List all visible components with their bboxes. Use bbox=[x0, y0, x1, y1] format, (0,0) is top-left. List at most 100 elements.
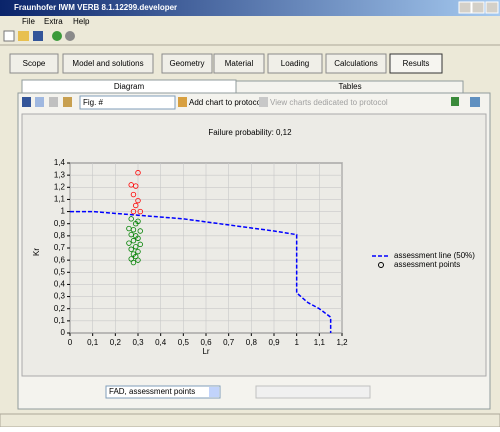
menu-item[interactable]: Help bbox=[73, 17, 90, 26]
assessment-point bbox=[137, 228, 143, 234]
legend-label: assessment line (50%) bbox=[394, 251, 475, 260]
x-tick-label: 1,2 bbox=[336, 338, 348, 347]
y-tick-label: 0,7 bbox=[54, 243, 66, 252]
add-icon[interactable] bbox=[178, 97, 187, 107]
x-tick-label: 0 bbox=[68, 338, 73, 347]
assessment-point bbox=[130, 227, 137, 233]
tab-label[interactable]: Geometry bbox=[169, 59, 204, 68]
assessment-point bbox=[137, 208, 143, 215]
window-title: Fraunhofer IWM VERB 8.1.12299.developer bbox=[14, 3, 177, 12]
y-tick-label: 0,4 bbox=[54, 280, 66, 289]
tab-button[interactable] bbox=[9, 53, 59, 74]
assessment-point bbox=[130, 238, 137, 244]
add-button[interactable]: Add chart to protocol bbox=[189, 98, 263, 107]
menu-item[interactable]: File bbox=[22, 17, 35, 26]
assessment-point bbox=[135, 235, 141, 241]
assessment-point bbox=[133, 183, 139, 189]
tab-button[interactable] bbox=[389, 53, 443, 74]
tab-label[interactable]: Loading bbox=[281, 59, 309, 68]
assessment-point bbox=[135, 197, 141, 204]
x-tick-label: 1 bbox=[294, 338, 299, 347]
y-axis-label: Kr bbox=[32, 248, 41, 256]
view-button: View charts dedicated to protocol bbox=[270, 98, 388, 107]
y-tick-label: 0,5 bbox=[54, 267, 66, 276]
tab-label[interactable]: Material bbox=[225, 59, 254, 68]
assessment-point bbox=[130, 191, 137, 198]
disabled-selector bbox=[255, 385, 371, 399]
assessment-point bbox=[130, 208, 137, 215]
title-bar bbox=[0, 0, 500, 16]
tab-button[interactable] bbox=[62, 53, 154, 74]
subtab-label[interactable]: Diagram bbox=[114, 82, 145, 91]
figure-field[interactable] bbox=[79, 95, 176, 110]
tool-icon[interactable] bbox=[22, 97, 31, 107]
x-tick-label: 1,1 bbox=[314, 338, 326, 347]
tab-button[interactable] bbox=[267, 53, 323, 74]
save-icon[interactable] bbox=[33, 31, 43, 41]
x-tick-label: 0,7 bbox=[223, 338, 235, 347]
tool-icon[interactable] bbox=[470, 97, 480, 107]
tool-icon[interactable] bbox=[49, 97, 58, 107]
assessment-point bbox=[135, 170, 141, 176]
maximize-button[interactable] bbox=[471, 1, 485, 14]
figure-field-text[interactable]: Fig. # bbox=[83, 98, 104, 107]
tab-label[interactable]: Model and solutions bbox=[72, 59, 143, 68]
y-tick-label: 0,8 bbox=[54, 231, 66, 240]
back-icon[interactable] bbox=[52, 31, 62, 41]
tab-label[interactable]: Results bbox=[403, 59, 430, 68]
assessment-point bbox=[128, 246, 134, 252]
x-tick-label: 0,2 bbox=[110, 338, 122, 347]
assessment-point bbox=[128, 216, 134, 222]
forward-icon[interactable] bbox=[65, 31, 75, 41]
y-tick-label: 0 bbox=[61, 328, 66, 337]
assessment-point bbox=[133, 221, 139, 227]
x-tick-label: 0,8 bbox=[246, 338, 258, 347]
x-tick-label: 0,4 bbox=[155, 338, 167, 347]
y-tick-label: 1,1 bbox=[54, 195, 66, 204]
menu-item[interactable]: Extra bbox=[44, 17, 63, 26]
minimize-button[interactable] bbox=[458, 1, 472, 14]
x-tick-label: 0,5 bbox=[178, 338, 190, 347]
assessment-point bbox=[130, 259, 137, 266]
subtab-label[interactable]: Tables bbox=[338, 82, 361, 91]
y-tick-label: 0,6 bbox=[54, 255, 66, 264]
close-button[interactable] bbox=[485, 1, 499, 14]
y-tick-label: 1,2 bbox=[54, 182, 66, 191]
assessment-line bbox=[70, 210, 332, 333]
open-icon[interactable] bbox=[18, 31, 29, 41]
x-tick-label: 0,9 bbox=[268, 338, 280, 347]
tab-label[interactable]: Scope bbox=[23, 59, 46, 68]
y-tick-label: 0,3 bbox=[54, 292, 66, 301]
assessment-point bbox=[133, 202, 139, 209]
tab-button[interactable] bbox=[161, 53, 213, 74]
dropdown-arrow[interactable] bbox=[209, 387, 219, 397]
assessment-point bbox=[135, 257, 141, 263]
y-tick-label: 0,2 bbox=[54, 304, 66, 313]
tool-icon[interactable] bbox=[451, 97, 459, 106]
y-tick-label: 0,9 bbox=[54, 219, 66, 228]
y-tick-label: 1,4 bbox=[54, 158, 66, 167]
assessment-point bbox=[133, 244, 139, 250]
x-tick-label: 0,1 bbox=[87, 338, 99, 347]
new-icon[interactable] bbox=[3, 30, 15, 42]
chart-title: Failure probability: 0,12 bbox=[208, 128, 292, 137]
tab-label[interactable]: Calculations bbox=[334, 59, 378, 68]
view-icon bbox=[259, 97, 268, 107]
tool-icon[interactable] bbox=[35, 97, 44, 107]
y-tick-label: 1 bbox=[61, 207, 66, 216]
tool-icon[interactable] bbox=[63, 97, 72, 107]
x-tick-label: 0,6 bbox=[200, 338, 212, 347]
y-tick-label: 0,1 bbox=[54, 316, 66, 325]
legend-marker bbox=[378, 262, 384, 268]
tab-button[interactable] bbox=[213, 53, 265, 74]
assessment-point bbox=[137, 241, 143, 248]
status-bar bbox=[0, 413, 500, 428]
tab-button[interactable] bbox=[325, 53, 387, 74]
chart-selector[interactable] bbox=[105, 385, 221, 399]
assessment-point bbox=[135, 248, 141, 255]
chart-selector-text[interactable]: FAD, assessment points bbox=[109, 387, 195, 396]
x-axis-label: Lr bbox=[202, 347, 209, 356]
assessment-point bbox=[126, 240, 132, 246]
y-tick-label: 1,3 bbox=[54, 170, 66, 179]
